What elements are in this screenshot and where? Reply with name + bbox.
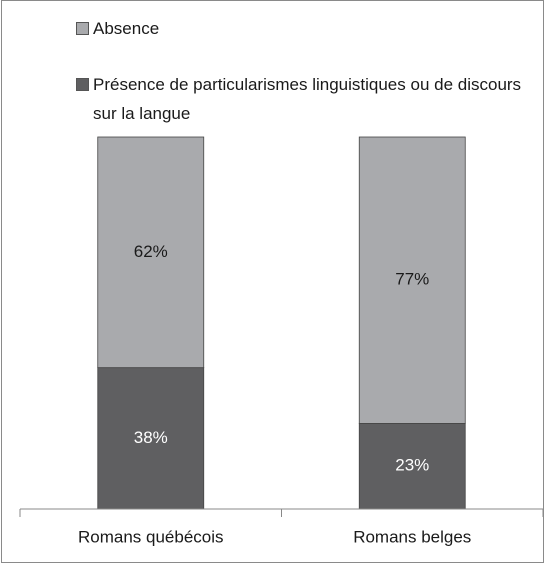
legend-swatch <box>76 78 89 91</box>
data-label: 23% <box>395 456 429 475</box>
legend-item: Présence de particularismes linguistique… <box>76 70 542 128</box>
data-label: 62% <box>134 242 168 261</box>
data-label: 38% <box>134 428 168 447</box>
bar-segment <box>97 136 205 369</box>
x-tick-label: Romans belges <box>353 527 471 546</box>
legend-label: Présence de particularismes linguistique… <box>93 75 522 123</box>
bar-segment <box>97 367 205 510</box>
legend-swatch <box>76 22 89 35</box>
bar-segment <box>358 136 466 424</box>
x-tick-label: Romans québécois <box>78 527 224 546</box>
legend-item: Absence <box>76 14 542 43</box>
data-label: 77% <box>395 270 429 289</box>
legend-label: Absence <box>93 19 160 38</box>
